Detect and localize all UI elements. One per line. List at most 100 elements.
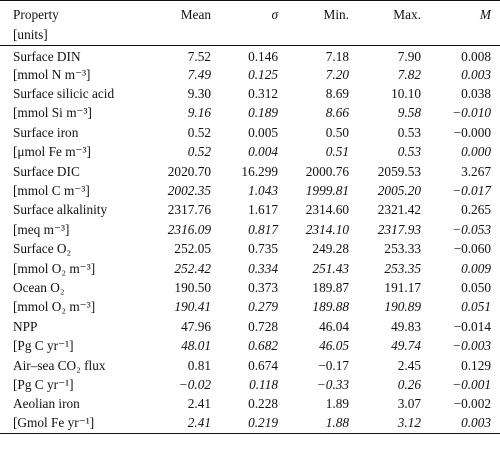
- cell-sigma: 0.118: [249, 376, 278, 392]
- cell-min: 8.66: [325, 105, 349, 121]
- row-label: [mmol O₂ m⁻³]: [13, 299, 96, 315]
- cell-mean: 7.52: [187, 49, 211, 64]
- cell-min: 2314.10: [305, 221, 349, 237]
- cell-max: 2.45: [397, 357, 421, 373]
- cell-m: −0.060: [453, 241, 491, 257]
- cell-sigma: 0.146: [248, 49, 278, 64]
- cell-sigma: 1.043: [248, 183, 278, 199]
- row-label: [Pg C yr⁻¹]: [13, 376, 74, 392]
- cell-min: 189.88: [312, 299, 349, 315]
- cell-m: 0.000: [461, 144, 491, 160]
- cell-sigma: 0.125: [248, 66, 278, 82]
- table-row: [Gmol Fe yr⁻¹] 2.41 0.219 1.88 3.12 0.003: [0, 414, 500, 434]
- cell-m: 0.051: [461, 299, 491, 315]
- cell-mean: 0.81: [187, 357, 211, 373]
- table-row: Surface DIC 2020.70 16.299 2000.76 2059.53 3.…: [0, 162, 500, 181]
- cell-sigma: 0.674: [248, 357, 278, 373]
- cell-m: 3.267: [461, 163, 491, 179]
- cell-mean: 190.50: [174, 279, 211, 295]
- cell-mean: 7.49: [187, 66, 211, 82]
- cell-m: −0.001: [452, 376, 491, 392]
- header-units-row: [units]: [0, 25, 500, 46]
- header-mean: Mean: [180, 7, 211, 22]
- cell-min: −0.17: [318, 357, 349, 373]
- cell-sigma: 0.312: [248, 86, 278, 102]
- cell-mean: 2002.35: [167, 183, 211, 199]
- cell-mean: 47.96: [181, 318, 211, 334]
- cell-m: −0.014: [453, 318, 491, 334]
- table-row: Ocean O₂ 190.50 0.373 189.87 191.17 0.050: [0, 278, 500, 297]
- cell-max: 0.53: [397, 124, 421, 140]
- table-row: [Pg C yr⁻¹] 48.01 0.682 46.05 49.74 −0.003: [0, 336, 500, 355]
- cell-max: 2059.53: [377, 163, 421, 179]
- cell-m: 0.050: [461, 279, 491, 295]
- cell-m: 0.009: [461, 260, 491, 276]
- cell-max: 2317.93: [377, 221, 421, 237]
- cell-min: 249.28: [312, 241, 349, 257]
- cell-mean: 2317.76: [167, 202, 211, 218]
- cell-mean: 252.42: [174, 260, 211, 276]
- row-label: Air–sea CO₂ flux: [13, 357, 106, 373]
- cell-min: 1.88: [287, 414, 358, 434]
- header-m: M: [479, 7, 491, 22]
- row-label: Ocean O₂: [13, 279, 65, 295]
- row-label: NPP: [13, 318, 38, 334]
- cell-max: 7.90: [397, 49, 421, 64]
- cell-sigma: 0.004: [248, 144, 278, 160]
- row-label: [mmol N m⁻³]: [13, 66, 91, 82]
- cell-min: 46.05: [319, 338, 349, 354]
- header-units: [units]: [0, 25, 143, 46]
- cell-sigma: 0.189: [248, 105, 278, 121]
- cell-min: 2000.76: [305, 163, 349, 179]
- cell-m: 0.265: [461, 202, 491, 218]
- cell-sigma: 0.682: [248, 338, 278, 354]
- cell-m: 0.003: [430, 414, 500, 434]
- cell-min: 189.87: [312, 279, 349, 295]
- cell-sigma: 0.228: [248, 396, 278, 412]
- table-row: [meq m⁻³] 2316.09 0.817 2314.10 2317.93 −0.05…: [0, 220, 500, 239]
- cell-m: −0.002: [453, 396, 491, 412]
- cell-m: 0.038: [461, 86, 491, 102]
- table-row: [μmol Fe m⁻³] 0.52 0.004 0.51 0.53 0.000: [0, 143, 500, 162]
- cell-min: 0.50: [325, 124, 349, 140]
- row-label: Surface silicic acid: [13, 86, 115, 102]
- statistics-table: Property Mean σ Min. Max. M [units] Surf…: [0, 0, 500, 434]
- cell-min: 2314.60: [305, 202, 349, 218]
- row-label: Surface DIN: [13, 49, 81, 64]
- table-row: [mmol Si m⁻³] 9.16 0.189 8.66 9.58 −0.010: [0, 104, 500, 123]
- cell-max: 0.53: [397, 144, 421, 160]
- cell-max: 7.82: [397, 66, 421, 82]
- cell-max: 9.58: [397, 105, 421, 121]
- cell-m: 0.129: [461, 357, 491, 373]
- cell-sigma: 0.728: [248, 318, 278, 334]
- cell-sigma: 0.279: [248, 299, 278, 315]
- row-label: Surface iron: [13, 124, 79, 140]
- cell-mean: 0.52: [187, 124, 211, 140]
- row-label: Surface DIC: [13, 163, 80, 179]
- cell-min: 251.43: [312, 260, 349, 276]
- header-property: Property: [13, 7, 59, 22]
- table-row: Air–sea CO₂ flux 0.81 0.674 −0.17 2.45 0.129: [0, 356, 500, 375]
- cell-max: 3.07: [397, 396, 421, 412]
- cell-mean: 9.16: [187, 105, 211, 121]
- table-row: Surface iron 0.52 0.005 0.50 0.53 −0.000: [0, 123, 500, 142]
- cell-mean: 2020.70: [167, 163, 211, 179]
- table-row: Surface DIN 7.52 0.146 7.18 7.90 0.008: [0, 46, 500, 66]
- cell-min: 0.51: [325, 144, 349, 160]
- cell-mean: 48.01: [181, 338, 211, 354]
- header-max: Max.: [393, 7, 421, 22]
- table-row: Surface O₂ 252.05 0.735 249.28 253.33 −0.060: [0, 240, 500, 259]
- cell-mean: 190.41: [174, 299, 211, 315]
- cell-min: 1.89: [325, 396, 349, 412]
- cell-sigma: 0.219: [220, 414, 287, 434]
- cell-m: −0.053: [452, 221, 491, 237]
- cell-m: 0.003: [461, 66, 491, 82]
- cell-max: 0.26: [397, 376, 421, 392]
- cell-min: 46.04: [319, 318, 349, 334]
- cell-min: 1999.81: [305, 183, 349, 199]
- table-row: Surface silicic acid 9.30 0.312 8.69 10.10 0.…: [0, 84, 500, 103]
- cell-min: 8.69: [325, 86, 349, 102]
- table-row: [mmol C m⁻³] 2002.35 1.043 1999.81 2005.20 −0…: [0, 181, 500, 200]
- row-label: [μmol Fe m⁻³]: [13, 144, 91, 160]
